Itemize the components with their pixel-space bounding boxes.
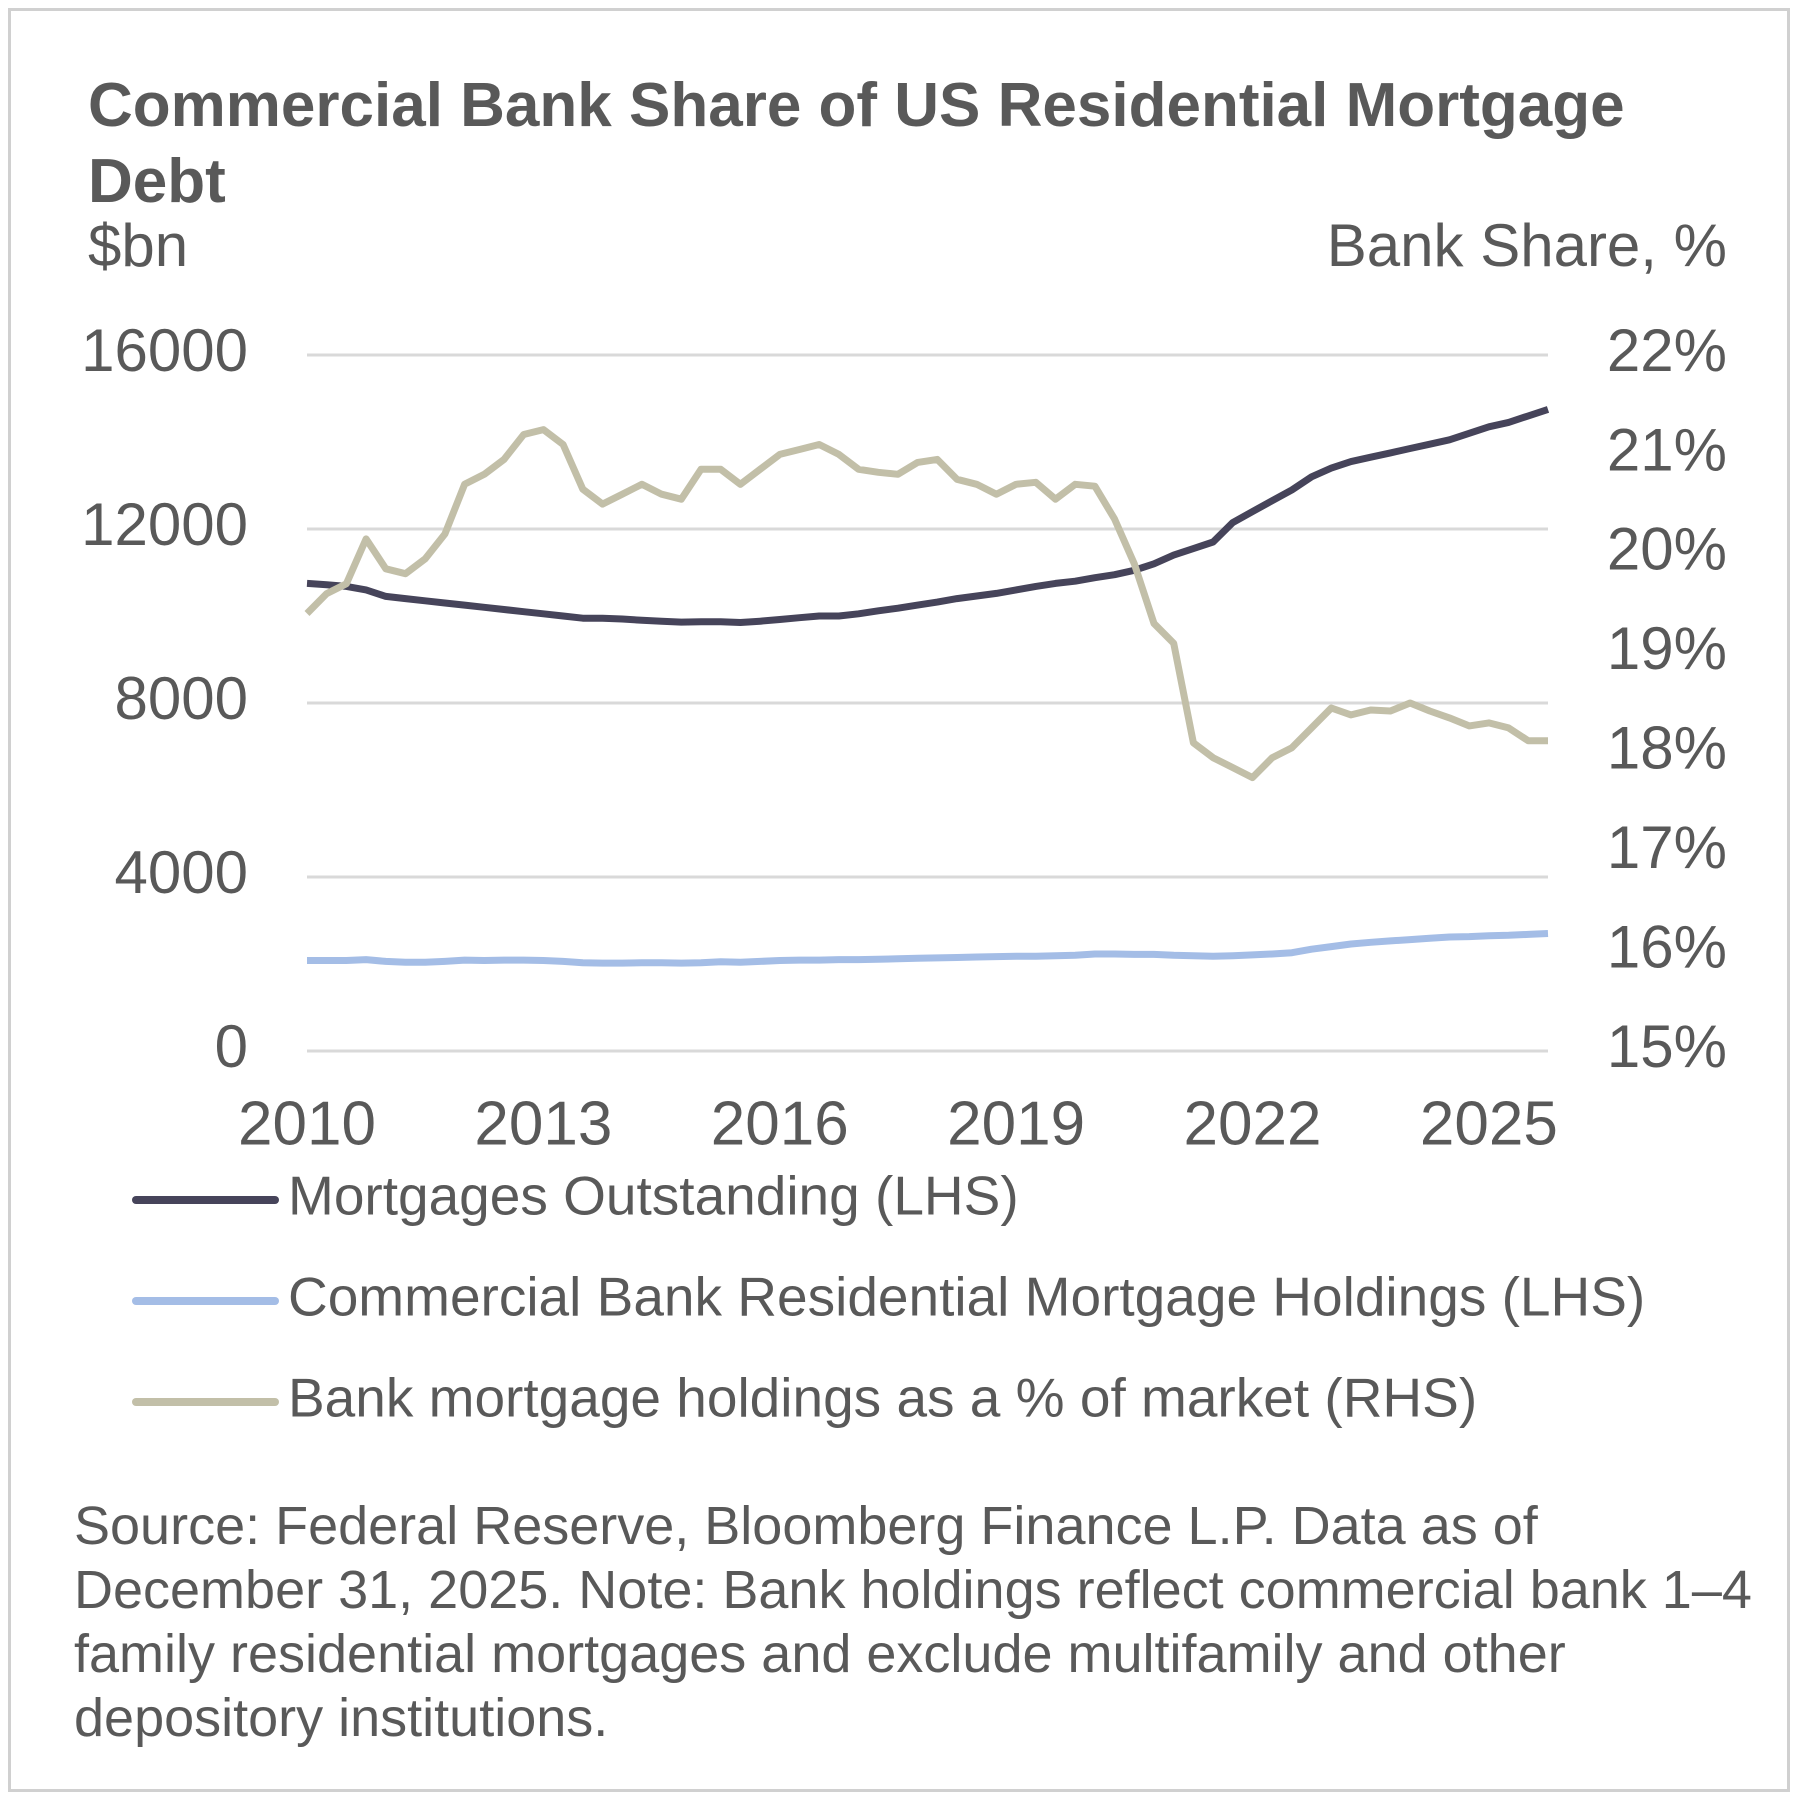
series-line <box>304 426 1548 782</box>
x-tick-label: 2016 <box>711 1089 849 1158</box>
x-tick-label: 2019 <box>947 1089 1085 1158</box>
y2-tick-label: 18% <box>1607 715 1727 782</box>
y2-tick-label: 22% <box>1607 317 1727 384</box>
legend-label: Bank mortgage holdings as a % of market … <box>288 1367 1477 1429</box>
chart-title: Commercial Bank Share of US Residential … <box>88 71 1625 216</box>
y-tick-label: 8000 <box>115 665 248 732</box>
legend-label: Mortgages Outstanding (LHS) <box>288 1165 1019 1227</box>
x-tick-label: 2010 <box>238 1089 376 1158</box>
legend-label: Commercial Bank Residential Mortgage Hol… <box>288 1266 1645 1328</box>
source-note: Source: Federal Reserve, Bloomberg Finan… <box>74 1496 1752 1748</box>
y-tick-label: 0 <box>215 1013 248 1080</box>
frame <box>8 8 1790 1792</box>
y2-tick-label: 16% <box>1607 913 1727 980</box>
y-tick-label: 16000 <box>81 317 248 384</box>
y-tick-label: 4000 <box>115 839 248 906</box>
y2-tick-label: 15% <box>1607 1013 1727 1080</box>
y2-axis-label: Bank Share, % <box>1327 212 1727 279</box>
y-axis-label: $bn <box>88 212 188 279</box>
x-tick-label: 2022 <box>1184 1089 1322 1158</box>
y-tick-label: 12000 <box>81 491 248 558</box>
y2-tick-label: 17% <box>1607 814 1727 881</box>
y2-tick-label: 20% <box>1607 516 1727 583</box>
y2-tick-label: 21% <box>1607 416 1727 483</box>
x-tick-label: 2025 <box>1420 1089 1558 1158</box>
y2-tick-label: 19% <box>1607 615 1727 682</box>
series-line <box>306 406 1550 626</box>
series-line <box>307 930 1549 967</box>
x-tick-label: 2013 <box>474 1089 612 1158</box>
